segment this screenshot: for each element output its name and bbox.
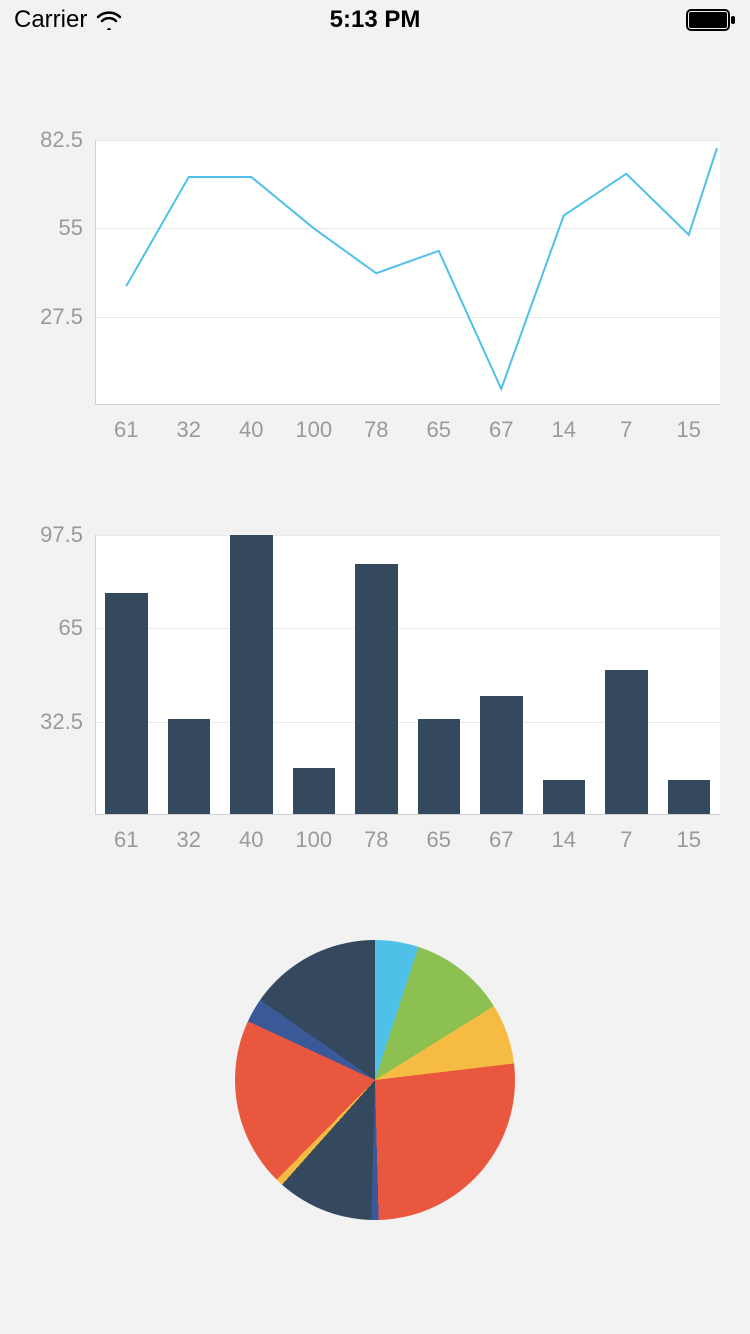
status-left: Carrier	[14, 6, 255, 34]
bar	[605, 670, 648, 814]
x-tick-label: 32	[158, 405, 221, 417]
bar	[230, 535, 273, 814]
y-tick-label: 82.5	[40, 127, 89, 153]
carrier-label: Carrier	[14, 6, 87, 34]
bar-cell	[158, 534, 221, 814]
bar-cell	[95, 534, 158, 814]
x-tick-label: 78	[345, 815, 408, 827]
x-tick-label: 67	[470, 405, 533, 417]
x-tick-label: 15	[658, 815, 721, 827]
wifi-icon	[95, 10, 123, 30]
x-tick-label: 15	[658, 405, 721, 417]
bar-cell	[533, 534, 596, 814]
bar-cell	[595, 534, 658, 814]
bar	[293, 768, 336, 814]
line-chart-polyline	[95, 140, 720, 405]
bar-cell	[220, 534, 283, 814]
y-tick-label: 55	[59, 215, 89, 241]
x-tick-label: 100	[283, 815, 346, 827]
bar-chart-panel	[95, 535, 720, 815]
status-time: 5:13 PM	[255, 6, 496, 34]
bar	[355, 564, 398, 814]
bar-cell	[658, 534, 721, 814]
line-chart-panel	[95, 140, 720, 405]
x-tick-label: 67	[470, 815, 533, 827]
y-tick-label: 32.5	[40, 709, 89, 735]
charts-content: 27.55582.5 61324010078656714715 32.56597…	[0, 140, 750, 1220]
bar-chart-bars	[95, 534, 720, 814]
line-chart: 27.55582.5 61324010078656714715	[95, 140, 720, 405]
bar	[668, 780, 711, 814]
bar-cell	[470, 534, 533, 814]
x-tick-label: 78	[345, 405, 408, 417]
x-tick-label: 100	[283, 405, 346, 417]
x-tick-label: 32	[158, 815, 221, 827]
y-tick-label: 97.5	[40, 522, 89, 548]
bar	[105, 593, 148, 814]
pie-chart-disc	[235, 940, 515, 1220]
x-tick-label: 61	[95, 815, 158, 827]
bar	[480, 696, 523, 814]
battery-icon	[686, 9, 736, 31]
bar-chart: 32.56597.5 61324010078656714715	[95, 535, 720, 815]
y-tick-label: 27.5	[40, 304, 89, 330]
x-tick-label: 7	[595, 815, 658, 827]
bar	[168, 719, 211, 814]
x-tick-label: 40	[220, 405, 283, 417]
x-tick-label: 40	[220, 815, 283, 827]
bar	[543, 780, 586, 814]
bar	[418, 719, 461, 814]
status-bar: Carrier 5:13 PM	[0, 0, 750, 40]
bar-cell	[408, 534, 471, 814]
x-tick-label: 65	[408, 815, 471, 827]
bar-cell	[345, 534, 408, 814]
pie-chart	[0, 940, 750, 1220]
x-tick-label: 61	[95, 405, 158, 417]
x-tick-label: 14	[533, 815, 596, 827]
x-tick-label: 65	[408, 405, 471, 417]
y-tick-label: 65	[59, 615, 89, 641]
bar-cell	[283, 534, 346, 814]
x-tick-label: 14	[533, 405, 596, 417]
x-tick-label: 7	[595, 405, 658, 417]
status-right	[495, 9, 736, 31]
